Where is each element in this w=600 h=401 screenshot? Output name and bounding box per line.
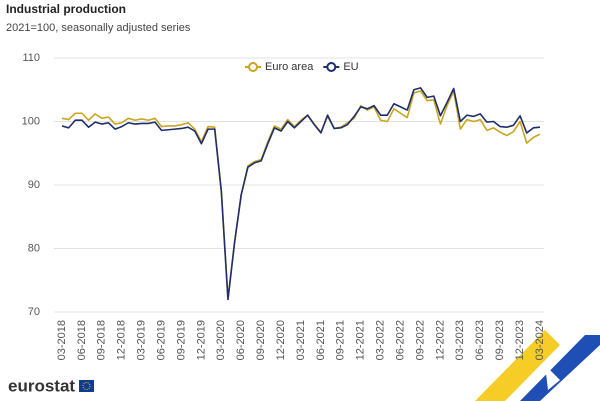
- legend-label: Euro area: [265, 61, 314, 73]
- chart-title: Industrial production: [6, 2, 126, 16]
- x-tick-label: 12-2023: [514, 320, 526, 360]
- x-tick-label: 03-2023: [454, 320, 466, 360]
- x-tick-label: 03-2020: [215, 320, 227, 360]
- x-tick-label: 12-2018: [116, 320, 128, 360]
- x-tick-label: 03-2024: [534, 320, 546, 360]
- x-tick-label: 12-2021: [355, 320, 367, 360]
- y-tick-label: 110: [22, 52, 40, 64]
- chart-subtitle: 2021=100, seasonally adjusted series: [6, 22, 191, 34]
- decoration: [475, 330, 600, 401]
- legend-label: EU: [343, 61, 358, 73]
- y-tick-label: 100: [22, 115, 40, 127]
- x-tick-label: 06-2019: [155, 320, 167, 360]
- x-tick-label: 03-2019: [136, 320, 148, 360]
- y-tick-label: 70: [28, 306, 40, 318]
- x-tick-label: 03-2022: [375, 320, 387, 360]
- x-tick-label: 09-2021: [335, 320, 347, 360]
- x-tick-label: 03-2018: [56, 320, 68, 360]
- x-tick-label: 06-2022: [394, 320, 406, 360]
- x-tick-label: 12-2022: [434, 320, 446, 360]
- x-tick-label: 06-2018: [76, 320, 88, 360]
- legend-marker: [248, 62, 258, 72]
- logo-stars: [82, 382, 91, 390]
- x-tick-label: 09-2023: [494, 320, 506, 360]
- y-tick-label: 90: [28, 179, 40, 191]
- x-tick-label: 12-2019: [195, 320, 207, 360]
- line-series: [61, 87, 541, 301]
- x-tick-label: 06-2020: [235, 320, 247, 360]
- x-tick-label: 06-2021: [315, 320, 327, 360]
- x-tick-label: 03-2021: [295, 320, 307, 360]
- x-tick-label: 06-2023: [474, 320, 486, 360]
- x-tick-label: 12-2020: [275, 320, 287, 360]
- x-tick-label: 09-2020: [255, 320, 267, 360]
- x-tick-label: 09-2022: [414, 320, 426, 360]
- x-tick-label: 09-2018: [96, 320, 108, 360]
- logo-text: eurostat: [8, 376, 75, 395]
- y-tick-label: 80: [28, 242, 40, 254]
- x-tick-label: 09-2019: [175, 320, 187, 360]
- line-series: [61, 90, 541, 301]
- legend-marker: [326, 62, 337, 72]
- logo-flag: [79, 380, 94, 392]
